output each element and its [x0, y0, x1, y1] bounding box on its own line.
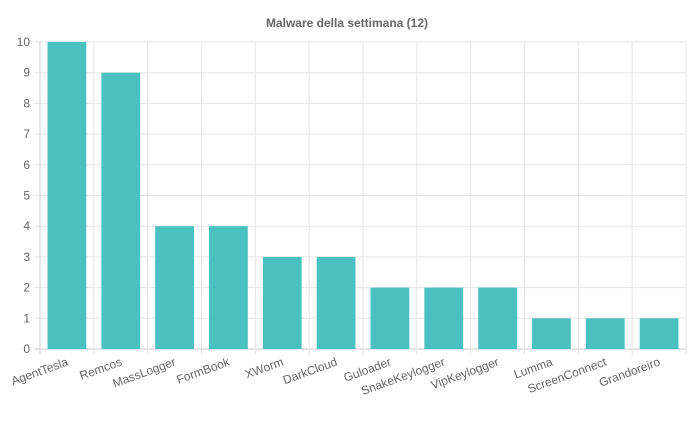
bar	[532, 318, 571, 349]
x-tick-label: Grandoreiro	[597, 355, 662, 390]
y-tick-label: 4	[23, 219, 30, 233]
bar	[155, 226, 194, 349]
y-tick-label: 0	[23, 342, 30, 356]
y-tick-label: 10	[17, 35, 31, 49]
bar	[101, 72, 141, 349]
y-axis-ticks: 0 1 2 3 4 5 6 7 8 9 10	[17, 35, 31, 356]
y-tick-label: 2	[23, 281, 30, 295]
bar	[209, 226, 248, 349]
x-tick-label: DarkCloud	[281, 355, 339, 388]
x-tick-label: FormBook	[175, 354, 233, 386]
bar	[639, 318, 679, 349]
x-tick-label: AgentTesla	[9, 355, 70, 389]
y-tick-label: 5	[23, 189, 30, 203]
bar	[370, 287, 410, 349]
bar	[424, 287, 464, 349]
y-tick-label: 6	[23, 158, 30, 172]
y-tick-label: 1	[23, 311, 30, 325]
gridlines	[34, 41, 687, 355]
y-tick-label: 3	[23, 250, 30, 264]
bar	[478, 287, 517, 349]
y-tick-label: 9	[23, 66, 30, 80]
chart-title: Malware della settimana (12)	[266, 16, 428, 30]
bars	[47, 42, 679, 349]
bar	[316, 256, 356, 349]
x-tick-label: XWorm	[243, 355, 285, 382]
bar	[262, 256, 302, 349]
bar	[585, 318, 625, 349]
y-tick-label: 8	[23, 96, 30, 110]
bar	[47, 42, 87, 349]
y-tick-label: 7	[23, 127, 30, 141]
